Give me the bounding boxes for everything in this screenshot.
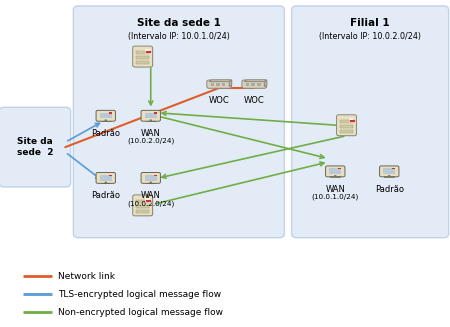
Polygon shape (150, 182, 152, 183)
FancyBboxPatch shape (0, 107, 71, 187)
Text: (10.0.1.0/24): (10.0.1.0/24) (311, 194, 359, 200)
FancyBboxPatch shape (99, 175, 112, 181)
FancyBboxPatch shape (337, 115, 356, 136)
FancyBboxPatch shape (337, 115, 357, 136)
FancyBboxPatch shape (242, 80, 266, 88)
Text: Non-encrypted logical message flow: Non-encrypted logical message flow (58, 308, 224, 317)
Text: Padrão: Padrão (375, 185, 404, 194)
Text: WAN: WAN (325, 185, 345, 194)
FancyBboxPatch shape (96, 110, 115, 121)
Text: Network link: Network link (58, 272, 116, 281)
FancyBboxPatch shape (145, 50, 151, 53)
Polygon shape (209, 80, 232, 82)
FancyBboxPatch shape (211, 83, 214, 86)
FancyBboxPatch shape (392, 168, 395, 169)
FancyBboxPatch shape (243, 81, 267, 88)
FancyBboxPatch shape (292, 6, 449, 238)
Polygon shape (244, 80, 267, 82)
Text: (10.0.2.0/24): (10.0.2.0/24) (127, 200, 175, 207)
FancyBboxPatch shape (136, 205, 149, 208)
FancyBboxPatch shape (340, 120, 353, 123)
FancyBboxPatch shape (133, 195, 153, 216)
FancyBboxPatch shape (330, 176, 340, 177)
FancyBboxPatch shape (136, 56, 149, 59)
Text: Site da sede 1: Site da sede 1 (137, 18, 221, 28)
FancyBboxPatch shape (109, 112, 112, 114)
FancyBboxPatch shape (154, 175, 157, 176)
FancyBboxPatch shape (145, 199, 151, 202)
FancyBboxPatch shape (136, 51, 149, 54)
Text: WOC: WOC (244, 96, 265, 106)
Text: WOC: WOC (209, 96, 230, 106)
Text: (10.0.2.0/24): (10.0.2.0/24) (127, 138, 175, 145)
FancyBboxPatch shape (144, 175, 157, 181)
Text: Padrão: Padrão (91, 129, 120, 138)
FancyBboxPatch shape (136, 210, 149, 213)
Text: Site da
sede  2: Site da sede 2 (17, 137, 53, 157)
FancyBboxPatch shape (96, 172, 115, 183)
Text: WAN: WAN (141, 191, 161, 200)
FancyBboxPatch shape (329, 168, 342, 174)
FancyBboxPatch shape (133, 195, 153, 216)
FancyBboxPatch shape (144, 113, 157, 118)
FancyBboxPatch shape (208, 81, 232, 88)
Polygon shape (264, 80, 267, 87)
Polygon shape (105, 182, 107, 183)
FancyBboxPatch shape (141, 172, 160, 183)
Text: Filial 1: Filial 1 (350, 18, 390, 28)
FancyBboxPatch shape (340, 125, 353, 128)
Polygon shape (150, 120, 152, 121)
Text: WAN: WAN (141, 129, 161, 138)
FancyBboxPatch shape (222, 83, 225, 86)
FancyBboxPatch shape (340, 130, 353, 133)
FancyBboxPatch shape (384, 176, 394, 177)
FancyBboxPatch shape (383, 168, 396, 174)
FancyBboxPatch shape (109, 175, 112, 176)
FancyBboxPatch shape (338, 168, 341, 169)
Polygon shape (229, 80, 232, 87)
FancyBboxPatch shape (257, 83, 261, 86)
FancyBboxPatch shape (216, 83, 220, 86)
FancyBboxPatch shape (99, 113, 112, 118)
FancyBboxPatch shape (246, 83, 249, 86)
FancyBboxPatch shape (145, 198, 149, 200)
FancyBboxPatch shape (133, 46, 153, 67)
FancyBboxPatch shape (207, 80, 231, 88)
FancyBboxPatch shape (133, 46, 153, 67)
FancyBboxPatch shape (349, 118, 353, 120)
Text: TLS-encrypted logical message flow: TLS-encrypted logical message flow (58, 290, 221, 299)
FancyBboxPatch shape (252, 83, 255, 86)
FancyBboxPatch shape (380, 166, 399, 177)
Text: Padrão: Padrão (91, 191, 120, 200)
FancyBboxPatch shape (141, 110, 160, 121)
FancyBboxPatch shape (325, 166, 345, 177)
FancyBboxPatch shape (136, 61, 149, 64)
FancyBboxPatch shape (145, 49, 149, 51)
FancyBboxPatch shape (73, 6, 284, 238)
Polygon shape (105, 120, 107, 121)
Text: (Intervalo IP: 10.0.2.0/24): (Intervalo IP: 10.0.2.0/24) (319, 32, 421, 41)
FancyBboxPatch shape (136, 200, 149, 203)
Text: (Intervalo IP: 10.0.1.0/24): (Intervalo IP: 10.0.1.0/24) (128, 32, 230, 41)
FancyBboxPatch shape (349, 119, 355, 122)
FancyBboxPatch shape (154, 112, 157, 114)
